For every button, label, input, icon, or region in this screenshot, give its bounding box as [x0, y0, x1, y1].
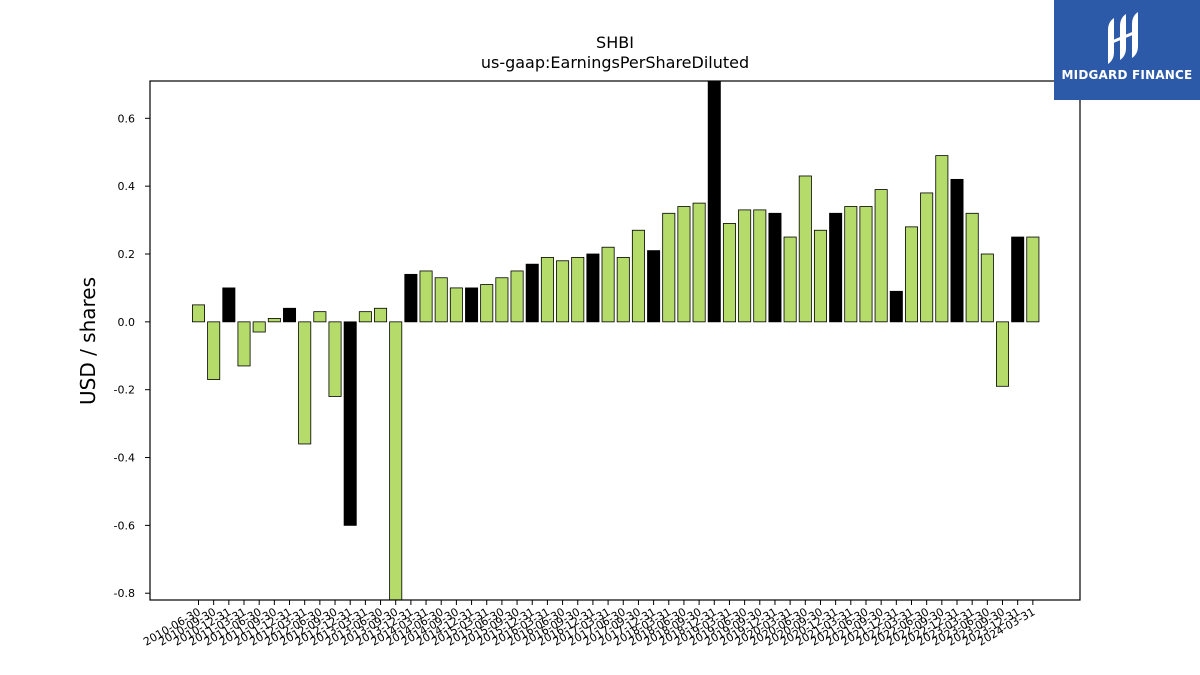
bar-2020-06-30 [798, 175, 812, 323]
bar-2016-09-30 [571, 256, 585, 323]
bar-2013-06-30 [374, 307, 388, 323]
bar-2018-03-31 [662, 212, 676, 323]
x-axis: 2010-06-302010-09-302010-12-312011-03-31… [141, 600, 1037, 649]
bar-2013-12-31 [404, 273, 418, 323]
bar-2011-09-30 [267, 318, 281, 323]
chart-subtitle: us-gaap:EarningsPerShareDiluted [481, 53, 749, 72]
midgard-finance-logo: MIDGARD FINANCE [1054, 0, 1200, 100]
bar-2015-09-30 [510, 270, 524, 323]
bar-2022-06-30 [920, 192, 934, 323]
bar-2013-09-30 [389, 321, 403, 601]
bar-2020-03-31 [783, 236, 797, 323]
bar-2023-06-30 [980, 253, 994, 323]
bar-2017-03-31 [601, 246, 615, 323]
y-tick-label: 0.2 [118, 248, 136, 261]
logo-mark-icon [1108, 12, 1138, 64]
bar-2023-03-31 [965, 212, 979, 323]
bar-2019-09-30 [753, 209, 767, 323]
bar-2011-06-30 [252, 321, 266, 333]
y-tick-label: -0.6 [114, 519, 135, 532]
bar-2020-12-31 [829, 212, 843, 323]
bar-2010-12-31 [222, 287, 236, 323]
bar-2024-03-31 [1026, 236, 1040, 323]
logo-text: MIDGARD FINANCE [1061, 68, 1193, 82]
y-axis-label: USD / shares [76, 277, 100, 405]
bar-2014-03-31 [419, 270, 433, 323]
y-tick-label: -0.2 [114, 384, 135, 397]
bar-2022-09-30 [935, 155, 949, 323]
bar-2011-12-31 [283, 307, 297, 323]
bar-2015-06-30 [495, 277, 509, 323]
y-tick-label: 0.4 [118, 180, 136, 193]
bar-2016-06-30 [556, 260, 570, 323]
bar-2013-03-31 [358, 311, 372, 323]
bar-2021-06-30 [859, 206, 873, 323]
bar-2017-12-31 [647, 250, 661, 323]
bar-2018-09-30 [692, 202, 706, 323]
bar-2019-12-31 [768, 212, 782, 323]
bar-2020-09-30 [813, 229, 827, 323]
bar-2012-03-31 [298, 321, 312, 445]
bar-2023-12-31 [1011, 236, 1025, 323]
bar-2017-06-30 [616, 256, 630, 323]
bar-2012-12-31 [343, 321, 357, 526]
plot-frame [149, 80, 1081, 601]
bar-2019-06-30 [738, 209, 752, 323]
bar-2018-06-30 [677, 206, 691, 323]
chart-title: SHBI [596, 33, 634, 52]
bar-2021-03-31 [844, 206, 858, 323]
y-axis: -0.8 -0.6 -0.4 -0.2 0.0 0.2 0.4 0.6 [114, 112, 150, 600]
y-tick-label: -0.8 [114, 587, 135, 600]
bars-group [191, 80, 1040, 601]
bar-2019-03-31 [722, 223, 736, 323]
bar-2022-03-31 [904, 226, 918, 323]
bar-2021-12-31 [889, 290, 903, 323]
bar-2022-12-31 [950, 178, 964, 323]
bar-2011-03-31 [237, 321, 251, 367]
bar-2014-12-31 [465, 287, 479, 323]
bar-2012-06-30 [313, 311, 327, 323]
bar-2016-03-31 [540, 256, 554, 323]
bar-2023-09-30 [996, 321, 1010, 387]
bar-2010-09-30 [207, 321, 221, 380]
bar-2012-09-30 [328, 321, 342, 397]
bar-2018-12-31 [707, 80, 721, 323]
y-tick-label: -0.4 [114, 452, 135, 465]
bar-2017-09-30 [631, 229, 645, 323]
bar-2010-06-30 [191, 304, 205, 323]
y-tick-label: 0.6 [118, 112, 136, 125]
y-tick-label: 0.0 [118, 316, 136, 329]
bar-2016-12-31 [586, 253, 600, 323]
bar-2014-09-30 [449, 287, 463, 323]
bar-2021-09-30 [874, 189, 888, 323]
bar-2014-06-30 [434, 277, 448, 323]
bar-2015-03-31 [480, 284, 494, 323]
bar-2015-12-31 [525, 263, 539, 323]
